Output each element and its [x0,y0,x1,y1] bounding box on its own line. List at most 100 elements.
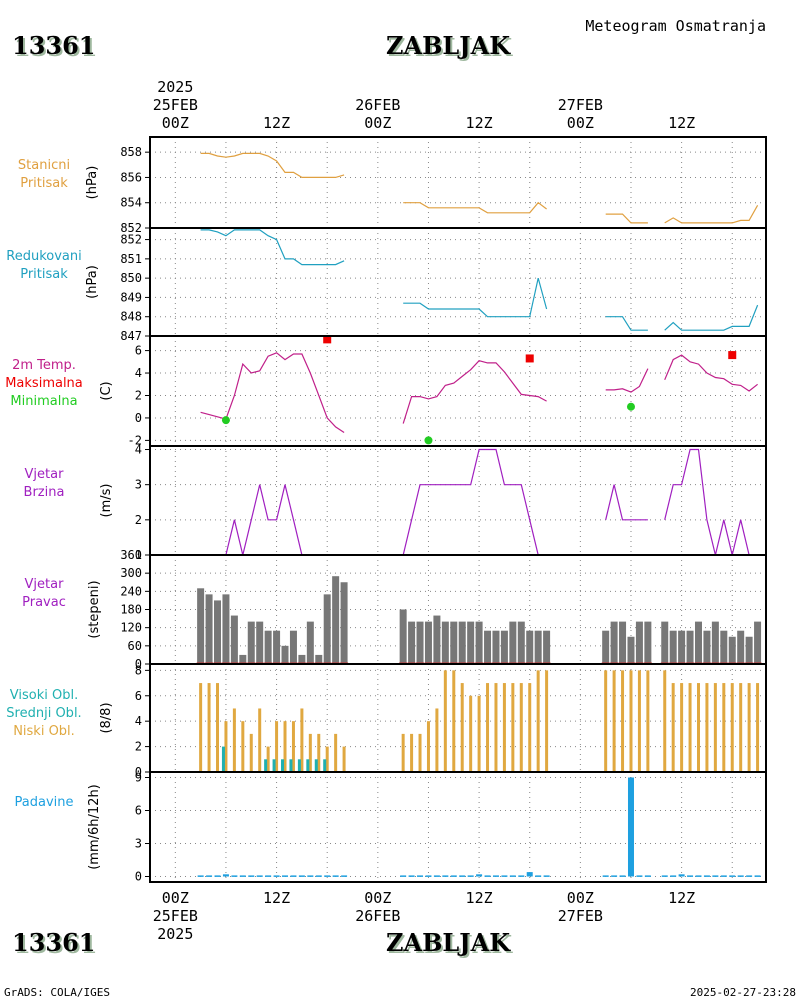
tmin-marker [626,402,635,411]
tmin-marker [221,416,230,425]
precip-bar [442,875,449,877]
wind-dir-bar [500,630,508,664]
top-year-label: 2025 [157,78,193,96]
bottom-hour-label: 12Z [263,889,290,907]
panel-label: Pravac [22,595,66,610]
precip-bar [315,875,322,877]
bottom-hour-label: 00Z [364,889,391,907]
precip-bar [450,875,457,877]
cloud-mid-bar [272,759,276,772]
wind-dir-bar [745,636,753,664]
plot-area [200,336,758,445]
top-date-label: 25FEB [153,96,198,114]
precip-bar [602,875,609,877]
wind-dir-bar [635,621,643,664]
precip-bar [501,875,508,877]
wind-dir-bar [433,615,441,664]
series-line [402,360,547,424]
precip-bar [273,875,280,877]
precip-bar [341,875,348,877]
panel-label: Vjetar [25,467,65,482]
cloud-low-bar [469,695,473,772]
panel-label: Pritisak [20,267,68,282]
panel-label: Niski Obl. [13,724,75,739]
bottom-hour-label: 00Z [567,889,594,907]
cloud-low-bar [199,683,203,772]
cloud-low-bar [688,683,692,772]
series-line [605,316,648,331]
panel-wind_speed: 1 2 3 4 Vjetar Brzina (m/s) [24,443,767,562]
panel-reduced_pressure: 847 848 849 850 851 852 Redukovani Pritisak (hPa… [6,227,767,343]
precip-bar [417,875,424,877]
panel-label: Stanicni [18,158,70,173]
wind-dir-bar [247,621,255,664]
precip-bar [754,875,761,877]
wind-dir-bar [703,630,711,664]
bottom-date-label: 26FEB [355,907,400,925]
panel-station_pressure: 852 854 856 858 Stanicni Pritisak (hPa) [18,136,767,235]
precip-bar [636,875,643,877]
wind-dir-bar [222,594,230,664]
y-tick-label: 0 [135,657,142,671]
cloud-low-bar [637,670,641,772]
precip-bar [222,874,229,877]
y-tick-label: 847 [120,329,142,343]
panel-frame [149,136,767,229]
precip-bar [670,875,677,877]
wind-dir-bar [408,621,416,664]
wind-dir-bar [340,582,348,664]
cloud-low-bar [713,683,717,772]
precip-bar [476,874,483,877]
top-hour-label: 12Z [466,114,493,132]
wind-dir-bar [332,576,340,664]
cloud-low-bar [494,683,498,772]
cloud-low-bar [266,746,270,772]
cloud-low-bar [460,683,464,772]
cloud-low-bar [747,683,751,772]
panel-unit: (mm/6h/12h) [87,784,102,870]
cloud-low-bar [536,670,540,772]
cloud-low-bar [696,683,700,772]
y-tick-label: 9 [135,771,142,785]
precip-bar [239,875,246,877]
cloud-low-bar [452,670,456,772]
wind-dir-bar [315,654,323,664]
plot-area [200,152,759,224]
y-tick-label: 60 [128,639,142,653]
footer-station-name: ZABLJAK [386,928,511,957]
y-tick-label: -2 [128,433,142,447]
precip-bar [619,875,626,877]
cloud-low-bar [443,670,447,772]
wind-dir-bar [669,630,677,664]
y-tick-label: 8 [135,663,142,677]
y-tick-label: 4 [135,366,142,380]
wind-dir-bar [661,621,669,664]
station-name-shadow: ZABLJAK [388,33,513,62]
panel-label: Redukovani [6,249,81,264]
y-tick-label: 851 [120,252,142,266]
precip-bar [467,875,474,877]
tmax-marker [728,351,737,360]
cloud-low-bar [663,670,667,772]
precip-bar [712,875,719,877]
panel-label: Minimalna [10,394,77,409]
y-tick-label: 4 [135,714,142,728]
wind-dir-bar [399,609,407,664]
cloud-low-bar [224,721,228,772]
plot-area [200,229,759,331]
series-line [605,368,649,393]
precip-bar [290,875,297,877]
precip-bar [644,875,651,877]
panel-label: Visoki Obl. [10,688,78,703]
wind-dir-bar [289,630,297,664]
top-hour-label: 12Z [263,114,290,132]
y-tick-label: 240 [120,584,142,598]
top-hour-label: 00Z [364,114,391,132]
series-line [664,205,759,224]
cloud-mid-bar [314,759,318,772]
wind-dir-bar [602,630,610,664]
cloud-low-bar [477,695,481,772]
